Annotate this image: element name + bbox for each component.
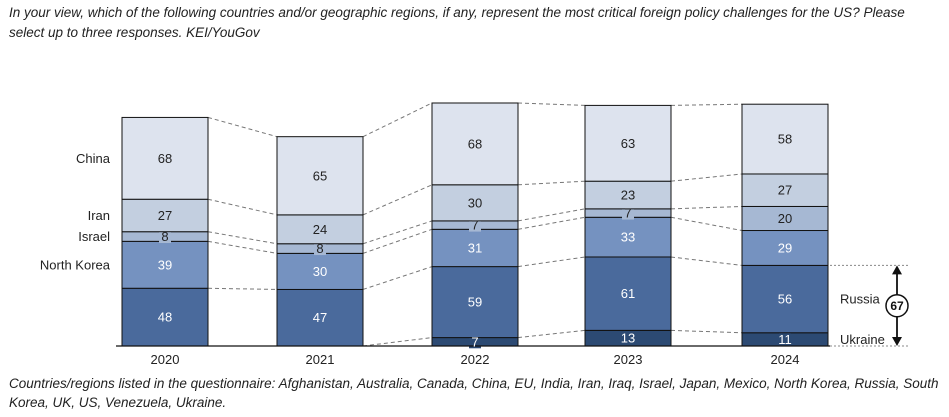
bar-segment-china-2020 [121, 116, 209, 200]
connector-line [670, 256, 743, 266]
connector-line [517, 208, 586, 222]
data-label: 47 [313, 310, 327, 325]
data-label: 56 [778, 292, 792, 307]
data-label: 65 [313, 168, 327, 183]
connector-line [517, 216, 586, 230]
connector-line [517, 256, 586, 268]
data-label-bg [622, 331, 634, 345]
bracket-arrow-up [892, 265, 902, 275]
data-label: 24 [313, 222, 327, 237]
series-label-ukraine: Ukraine [840, 332, 885, 347]
x-tick-label: 2024 [771, 352, 800, 367]
data-label: 20 [778, 211, 792, 226]
series-label-israel: Israel [78, 229, 110, 244]
x-tick-label: 2020 [151, 352, 180, 367]
data-label: 23 [621, 188, 635, 203]
data-label: 30 [468, 195, 482, 210]
connector-line [362, 266, 433, 290]
bar-segment-israel-2024 [741, 205, 829, 232]
bar-segment-iran-2023 [584, 180, 672, 210]
bracket-arrow-down [892, 337, 902, 346]
data-label-bg [622, 206, 634, 220]
bar-group [116, 102, 830, 349]
bar-segment-north-korea-2024 [741, 230, 829, 266]
connector-line [517, 180, 586, 186]
data-label: 58 [778, 132, 792, 147]
bar-segment-iran-2024 [741, 173, 829, 207]
data-label: 8 [316, 241, 323, 256]
connector-line [362, 184, 433, 216]
bar-segment-north-korea-2022 [431, 228, 519, 268]
bracket-value-label: 67 [890, 299, 904, 313]
series-label-iran: Iran [88, 208, 110, 223]
connector-line [670, 173, 743, 182]
data-label: 61 [621, 286, 635, 301]
data-label: 39 [158, 257, 172, 272]
connector-line [362, 102, 433, 138]
x-tick-label: 2023 [614, 352, 643, 367]
data-label: 63 [621, 136, 635, 151]
chart-footnote: Countries/regions listed in the question… [9, 376, 939, 410]
series-label-china: China [76, 151, 111, 166]
bar-segment-north-korea-2021 [276, 252, 364, 290]
data-label: 7 [624, 206, 631, 221]
bar-segment-iran-2020 [121, 198, 209, 233]
data-label: 33 [621, 230, 635, 245]
bar-segment-china-2022 [431, 102, 519, 186]
connector-line [670, 103, 743, 106]
connector-line [362, 220, 433, 245]
bar-segment-north-korea-2020 [121, 240, 209, 289]
connector-line [207, 287, 278, 290]
connector-line [517, 102, 586, 106]
data-label: 13 [621, 331, 635, 346]
bracket-badge [885, 293, 909, 318]
connector-line [362, 337, 433, 347]
data-label: 7 [471, 218, 478, 233]
bar-segment-russia-2023 [584, 256, 672, 331]
connector-line [207, 116, 278, 138]
bar-segment-russia-2024 [741, 264, 829, 334]
data-label: 27 [778, 183, 792, 198]
x-tick-label: 2022 [461, 352, 490, 367]
connector-lines [207, 102, 743, 347]
data-label-bg [779, 332, 791, 346]
connector-line [207, 240, 278, 254]
bar-segment-russia-2020 [121, 287, 209, 347]
data-label: 30 [313, 264, 327, 279]
connector-line [207, 231, 278, 245]
chart-title: In your view, which of the following cou… [9, 5, 905, 40]
data-label: 68 [468, 136, 482, 151]
connector-line [362, 228, 433, 254]
data-label-bg [469, 218, 481, 232]
label-group: 48 39 8 27 68 2020 47 30 8 24 65 2021 7 59 31 7 30 68 2022… [40, 132, 909, 367]
series-label-russia: Russia [840, 292, 881, 307]
bar-segment-china-2021 [276, 136, 364, 216]
connector-line [670, 216, 743, 232]
bar-segment-russia-2022 [431, 266, 519, 339]
data-label: 59 [468, 295, 482, 310]
data-label: 7 [471, 334, 478, 349]
data-label: 27 [158, 208, 172, 223]
connector-line [670, 329, 743, 334]
data-label: 29 [778, 240, 792, 255]
data-label-bg [314, 242, 326, 256]
data-label: 8 [161, 229, 168, 244]
x-tick-label: 2021 [306, 352, 335, 367]
connector-line [517, 329, 586, 339]
data-label: 68 [158, 151, 172, 166]
bar-segment-china-2023 [584, 104, 672, 182]
data-label-bg [469, 335, 481, 349]
data-label: 31 [468, 240, 482, 255]
bar-segment-china-2024 [741, 103, 829, 175]
connector-line [207, 198, 278, 216]
data-label: 11 [778, 332, 792, 347]
connector-line [670, 205, 743, 210]
data-label-bg [159, 230, 171, 244]
data-label: 48 [158, 310, 172, 325]
series-label-north-korea: North Korea [40, 257, 111, 272]
bar-segment-north-korea-2023 [584, 216, 672, 258]
